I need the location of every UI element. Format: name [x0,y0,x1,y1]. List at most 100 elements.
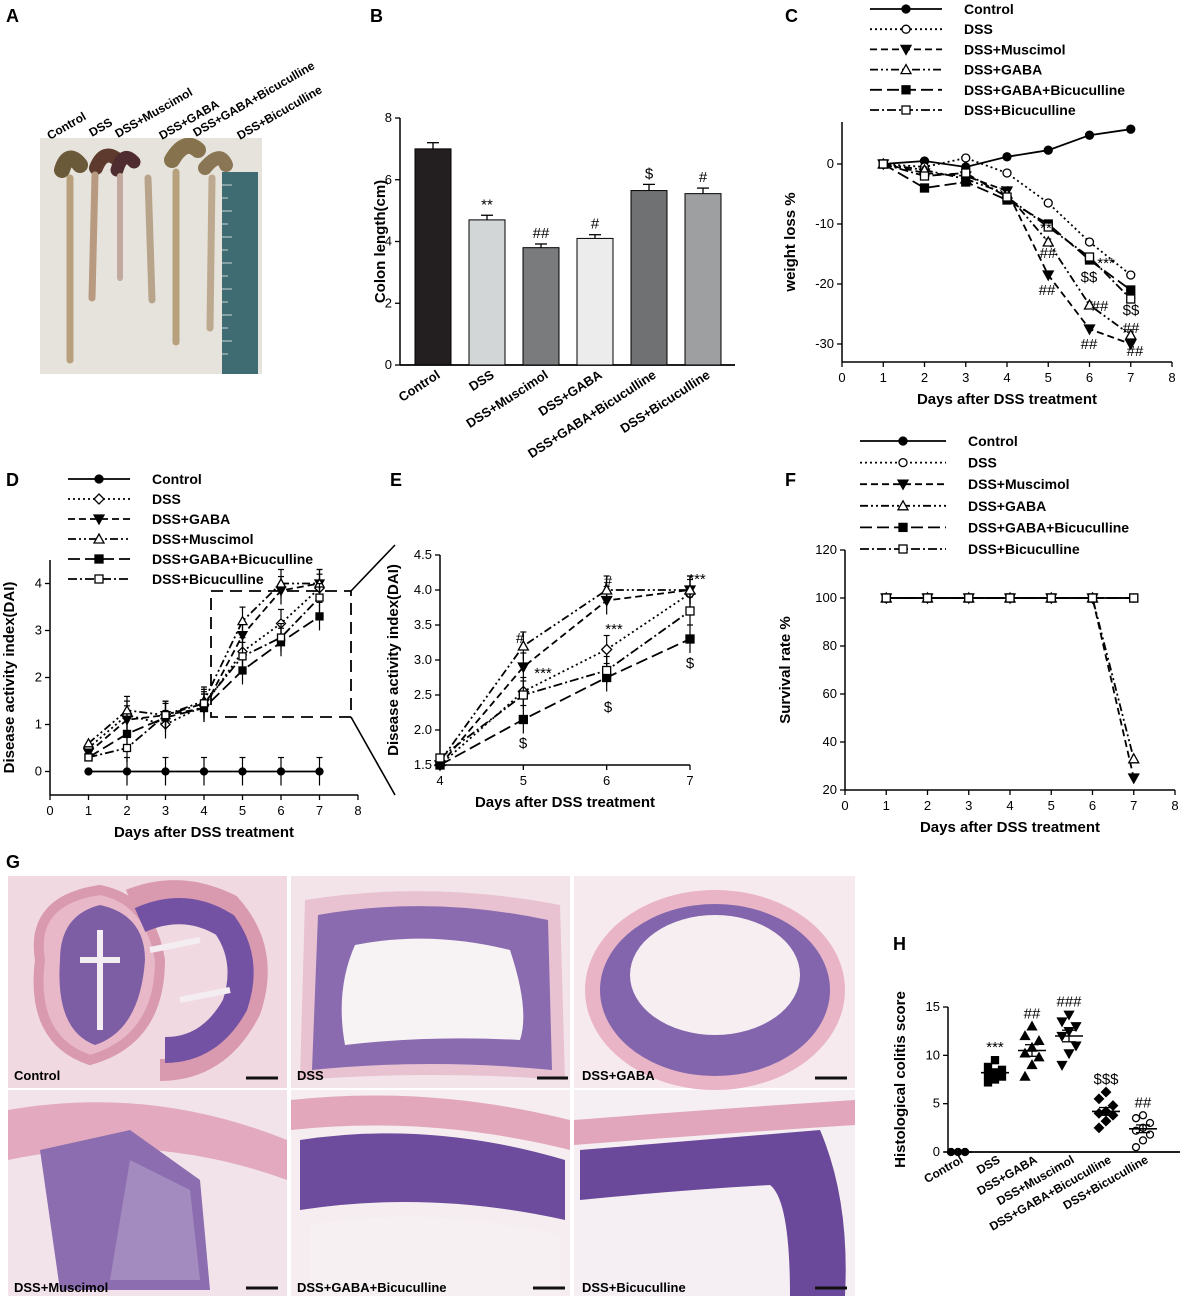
y-tick-label: 15 [926,999,940,1014]
y-tick-label: 2.0 [414,722,432,737]
data-point [990,1056,1000,1065]
x-tick-label: 1 [880,370,887,385]
x-category-label: DSS [466,367,497,394]
data-point [1127,752,1140,764]
significance-label: *** [688,571,706,588]
series-control [878,124,1136,172]
data-point [315,612,324,621]
legend-item-dss-bicuculline: DSS+Bicuculline [860,541,1080,557]
significance-label: # [699,169,708,186]
legend-marker [898,436,908,446]
data-point [683,583,697,595]
legend-label: DSS [968,455,997,471]
data-point [1100,1115,1112,1127]
series-line [87,582,320,754]
data-point [983,1062,993,1072]
x-tick-label: 4 [200,803,207,818]
data-point [1005,593,1015,603]
y-tick-label: 1.5 [414,757,432,772]
y-tick-label: -10 [815,216,834,231]
y-tick-label: -20 [815,276,834,291]
data-point [1019,1070,1031,1081]
panel-letter-d: D [6,470,19,490]
x-tick-label: 3 [965,798,972,813]
y-tick-label: 8 [385,110,392,125]
significance-label: $$ [1123,302,1140,319]
series-line [439,589,690,763]
data-point [1056,1060,1068,1071]
panel-h-histology-score-chart: 0 5 10 15 Histological colitis score Control *… [892,991,1180,1234]
data-point [1126,270,1136,280]
data-point [1126,124,1136,134]
y-tick-label: 6 [385,172,392,187]
data-point [276,633,286,642]
data-point [1063,1010,1075,1021]
data-point [1033,1035,1045,1045]
data-point [1083,324,1096,336]
histology-tile-dss: DSS [291,876,570,1088]
y-axis-title: Histological colitis score [892,991,909,1168]
data-point [1124,339,1137,351]
y-tick-label: 3 [35,623,42,638]
panel-letter-g: G [6,852,20,872]
y-axis-title: weight loss % [782,192,799,292]
data-point [1070,1041,1082,1052]
x-tick-label: 6 [277,803,284,818]
data-point [600,583,613,595]
legend-marker [899,63,913,75]
photo-label-dss-muscimol: DSS+Muscimol [113,85,195,141]
data-point [964,593,974,603]
significance-label: $$$ [1093,1071,1119,1088]
data-point [1093,1093,1105,1105]
legend-label: DSS+GABA [964,62,1042,78]
series-line [886,597,1135,760]
data-point [518,714,528,725]
x-tick-label: 8 [1171,798,1178,813]
significance-label: ## [1039,282,1056,299]
x-tick-label: 7 [316,803,323,818]
group-dss-muscimol: ### [1055,994,1083,1071]
significance-label: *** [986,1039,1004,1056]
x-category-label: Control [396,367,443,405]
legend-marker [901,24,911,34]
data-point [1026,1059,1038,1070]
histology-tile-dss-gaba-bicuculline: DSS+GABA+Bicuculline [291,1090,570,1296]
legend-label: DSS+GABA+Bicuculline [968,519,1129,535]
significance-label: ## [533,225,550,242]
legend-item-dss-gaba: DSS+GABA [68,511,230,527]
data-point [236,615,249,626]
x-tick-label: 5 [520,773,527,788]
significance-label: $ [645,165,654,182]
legend-label: DSS+Bicuculline [968,541,1080,557]
data-point [1043,198,1053,208]
panel-e-dai-zoom-chart: 1.5 2.0 2.5 3.0 3.5 4.0 4.5 4 5 6 7 Days after DSS … [385,547,706,811]
group-dss-bicuculline: ## [1129,1094,1157,1152]
legend-label: DSS+Bicuculline [152,571,264,587]
data-point [1043,145,1053,155]
data-point [602,665,612,676]
data-point [1084,237,1095,247]
data-point [122,743,132,753]
bar-dss-muscimol [522,247,560,366]
legend-item-dss-bicuculline: DSS+Bicuculline [870,102,1076,118]
legend-label: DSS+Bicuculline [964,102,1076,118]
x-axis-title: Days after DSS treatment [114,824,294,841]
x-tick-label: 6 [1089,798,1096,813]
significance-label: ## [1092,298,1109,315]
x-tick-label: 2 [123,803,130,818]
significance-label: ## [1135,1094,1152,1111]
legend-marker [94,574,104,584]
series-line [439,610,691,759]
y-tick-label: 3.5 [414,617,432,632]
series-dss-gaba-bicuculline [84,601,324,762]
histology-tile-dss-muscimol: DSS+Muscimol [8,1090,287,1296]
significance-label: ## [1024,1005,1041,1022]
bar-dss-bicuculline [684,193,722,366]
x-tick-label: 3 [962,370,969,385]
significance-label: ## [1081,336,1098,353]
significance-label: *** [605,621,623,638]
series-dss-bicuculline [881,593,1139,603]
panel-letter-a: A [6,6,19,26]
